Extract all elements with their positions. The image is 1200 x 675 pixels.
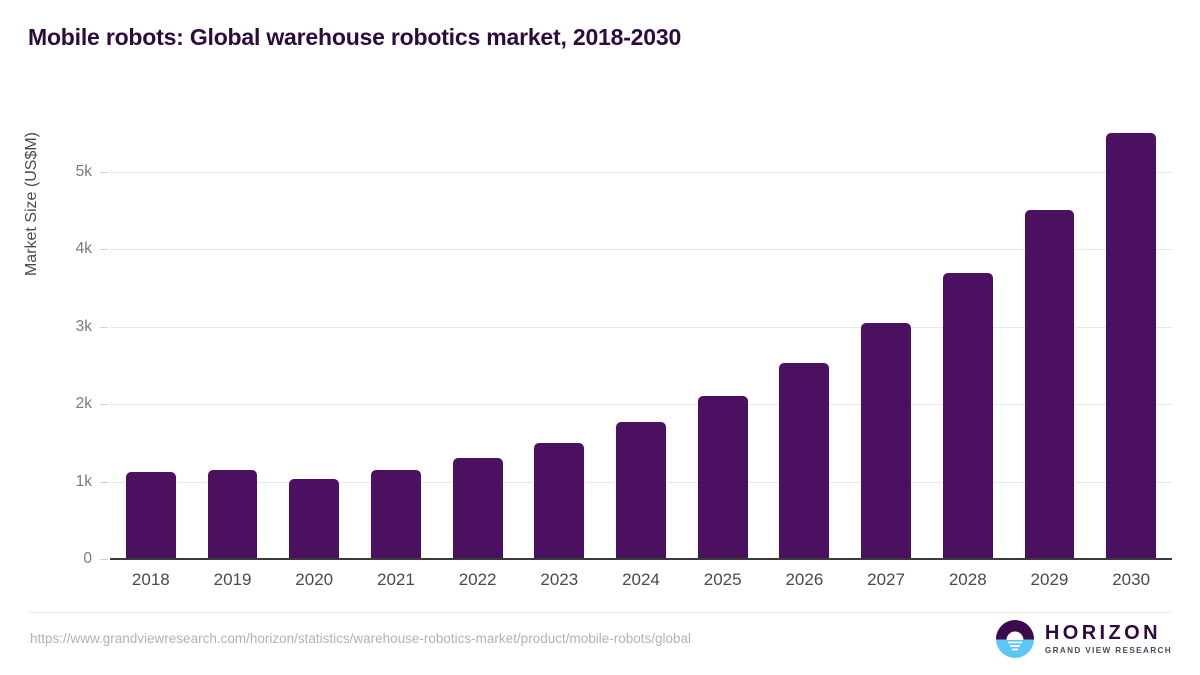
source-url[interactable]: https://www.grandviewresearch.com/horizo…: [30, 631, 692, 646]
y-axis-tick-label: 1k: [75, 472, 92, 490]
y-axis-tick-mark: [100, 326, 108, 328]
x-axis-tick-label: 2025: [703, 570, 742, 589]
x-axis-tick-label: 2019: [213, 570, 252, 589]
x-axis-tick-label: 2024: [622, 570, 660, 589]
bar[interactable]: [125, 472, 176, 559]
y-axis-tick-mark: [100, 481, 108, 483]
bar[interactable]: [534, 442, 585, 559]
x-axis-tick-label: 2030: [1112, 570, 1151, 589]
bar[interactable]: [1106, 133, 1157, 559]
bar[interactable]: [616, 421, 666, 559]
x-axis-tick-label: 2020: [295, 570, 334, 589]
y-axis-tick-label: 3k: [75, 317, 92, 335]
x-axis-tick-label: 2018: [131, 570, 170, 589]
footer-divider: [28, 612, 1172, 613]
plot-area: [110, 110, 1172, 559]
bar[interactable]: [371, 469, 421, 559]
gridline: [110, 249, 1172, 251]
logo-title: HORIZON: [1044, 621, 1161, 644]
y-axis-tick-label: 0: [83, 550, 92, 567]
gridline: [110, 326, 1172, 328]
logo-wordmark: HORIZON GRAND VIEW RESEARCH: [1045, 623, 1172, 655]
page-title: Mobile robots: Global warehouse robotics…: [28, 24, 682, 50]
x-axis-tick-label: 2027: [867, 570, 905, 589]
gridline: [110, 171, 1172, 173]
y-axis-tick-label: 4k: [75, 240, 92, 258]
x-axis-tick-label: 2022: [458, 570, 497, 589]
horizon-logo[interactable]: HORIZON GRAND VIEW RESEARCH: [995, 618, 1172, 660]
bar[interactable]: [207, 469, 258, 559]
bar[interactable]: [697, 396, 748, 559]
logo-tagline: GRAND VIEW RESEARCH: [1044, 645, 1172, 655]
y-axis-tick-mark: [100, 171, 108, 173]
horizon-sunset-circle-icon: [995, 620, 1034, 658]
bar[interactable]: [452, 458, 503, 559]
x-axis-tick-label: 2029: [1030, 570, 1069, 589]
bar[interactable]: [779, 363, 830, 559]
x-axis-tick-label: 2021: [376, 570, 415, 589]
x-axis-line: [110, 558, 1172, 560]
bar[interactable]: [861, 322, 911, 559]
bars-group: [110, 110, 1172, 559]
x-axis-tick-label: 2026: [785, 570, 824, 589]
gridline: [110, 404, 1172, 406]
y-axis-tick-label: 2k: [75, 395, 92, 413]
y-axis-tick-mark: [100, 404, 108, 406]
y-axis-title: Market Size (US$M): [23, 131, 40, 277]
y-axis-tick-label: 5k: [75, 162, 92, 180]
bar[interactable]: [289, 479, 340, 559]
bar[interactable]: [1024, 209, 1075, 559]
y-axis-tick-mark: [100, 249, 108, 251]
y-axis-tick-mark: [100, 559, 108, 560]
bar[interactable]: [942, 272, 993, 559]
x-axis-tick-label: 2028: [948, 570, 987, 589]
x-axis-tick-label: 2023: [540, 570, 579, 589]
